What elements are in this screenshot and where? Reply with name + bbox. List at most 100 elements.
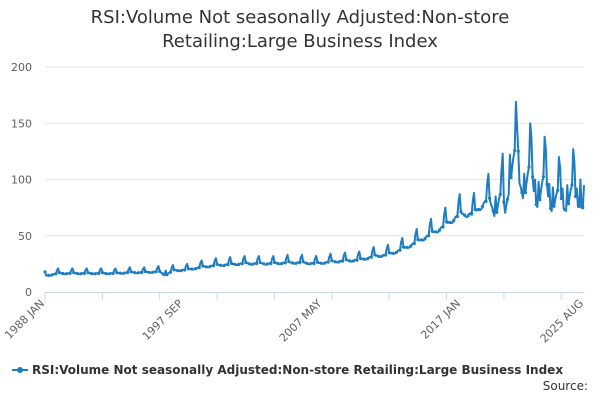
data-point[interactable] — [513, 148, 517, 153]
data-point[interactable] — [577, 204, 581, 208]
data-point[interactable] — [527, 165, 531, 169]
data-point[interactable] — [50, 273, 54, 277]
data-point[interactable] — [319, 261, 323, 265]
data-point[interactable] — [452, 219, 456, 223]
data-point[interactable] — [434, 230, 438, 234]
data-point[interactable] — [129, 270, 133, 274]
data-point[interactable] — [72, 271, 76, 275]
data-point[interactable] — [136, 271, 140, 275]
data-point[interactable] — [380, 254, 384, 258]
data-point[interactable] — [556, 188, 560, 192]
data-point[interactable] — [333, 260, 337, 264]
data-point[interactable] — [265, 262, 269, 266]
data-point[interactable] — [122, 271, 126, 275]
data-point[interactable] — [208, 265, 212, 269]
data-point[interactable] — [86, 271, 90, 275]
data-point[interactable] — [323, 261, 327, 265]
data-point[interactable] — [559, 196, 563, 201]
data-point[interactable] — [505, 197, 510, 201]
data-point[interactable] — [394, 250, 398, 254]
data-point[interactable] — [287, 260, 291, 264]
legend[interactable]: RSI:Volume Not seasonally Adjusted:Non-s… — [12, 361, 563, 379]
data-point[interactable] — [258, 260, 262, 265]
data-point[interactable] — [93, 272, 97, 276]
data-point[interactable] — [226, 263, 230, 267]
data-point[interactable] — [294, 261, 298, 265]
data-point[interactable] — [244, 260, 248, 265]
data-point[interactable] — [280, 262, 284, 266]
data-point[interactable] — [176, 269, 180, 273]
data-point[interactable] — [272, 260, 277, 264]
data-point[interactable] — [118, 271, 122, 275]
data-point[interactable] — [215, 262, 219, 266]
data-point[interactable] — [262, 262, 266, 266]
data-point[interactable] — [445, 220, 449, 224]
data-point[interactable] — [419, 238, 424, 242]
data-point[interactable] — [376, 254, 380, 258]
data-point[interactable] — [161, 272, 165, 276]
data-point[interactable] — [462, 213, 467, 217]
data-point[interactable] — [416, 238, 420, 242]
data-point[interactable] — [344, 258, 348, 262]
data-point[interactable] — [548, 206, 553, 210]
data-point[interactable] — [523, 191, 528, 195]
data-point[interactable] — [516, 149, 520, 153]
data-point[interactable] — [401, 245, 406, 249]
data-point[interactable] — [97, 271, 101, 275]
data-point[interactable] — [251, 262, 255, 266]
data-point[interactable] — [398, 248, 402, 252]
data-point[interactable] — [412, 241, 416, 246]
data-point[interactable] — [204, 265, 208, 269]
data-point[interactable] — [233, 262, 237, 266]
data-point[interactable] — [355, 258, 359, 262]
series-line[interactable] — [44, 100, 585, 277]
data-point[interactable] — [133, 271, 137, 275]
data-point[interactable] — [430, 229, 434, 233]
data-point[interactable] — [502, 200, 506, 204]
data-point[interactable] — [100, 271, 104, 275]
data-point[interactable] — [269, 262, 273, 266]
data-point[interactable] — [566, 202, 571, 206]
data-point[interactable] — [201, 264, 205, 268]
data-point[interactable] — [82, 271, 86, 275]
data-point[interactable] — [538, 198, 542, 202]
data-point[interactable] — [290, 261, 294, 265]
data-point[interactable] — [491, 209, 495, 213]
data-point[interactable] — [283, 261, 287, 265]
data-point[interactable] — [151, 270, 155, 274]
data-point[interactable] — [369, 255, 373, 259]
data-point[interactable] — [186, 267, 190, 271]
data-point[interactable] — [480, 205, 484, 209]
data-point[interactable] — [64, 272, 69, 276]
data-point[interactable] — [222, 263, 226, 267]
data-point[interactable] — [172, 268, 176, 272]
data-point[interactable] — [312, 261, 316, 266]
data-point[interactable] — [387, 251, 391, 255]
data-point[interactable] — [437, 228, 441, 232]
data-point[interactable] — [147, 270, 151, 274]
data-point[interactable] — [154, 270, 158, 274]
legend-series-label[interactable]: RSI:Volume Not seasonally Adjusted:Non-s… — [32, 363, 564, 377]
data-point[interactable] — [373, 253, 377, 257]
data-point[interactable] — [219, 263, 223, 267]
data-point[interactable] — [552, 204, 556, 208]
data-point[interactable] — [362, 257, 366, 261]
data-point[interactable] — [90, 271, 94, 276]
data-point[interactable] — [341, 259, 345, 263]
data-point[interactable] — [247, 262, 251, 266]
data-point[interactable] — [409, 244, 413, 248]
data-point[interactable] — [158, 269, 162, 273]
data-point[interactable] — [194, 267, 198, 271]
data-point[interactable] — [495, 210, 499, 214]
data-point[interactable] — [237, 262, 241, 267]
data-point[interactable] — [211, 264, 216, 268]
data-point[interactable] — [531, 175, 535, 179]
data-point[interactable] — [581, 206, 585, 210]
data-point[interactable] — [326, 260, 330, 264]
data-point[interactable] — [498, 192, 502, 196]
data-point[interactable] — [484, 199, 488, 203]
data-point[interactable] — [183, 268, 187, 272]
data-point[interactable] — [358, 256, 363, 261]
data-point[interactable] — [111, 271, 115, 275]
data-point[interactable] — [351, 259, 355, 263]
